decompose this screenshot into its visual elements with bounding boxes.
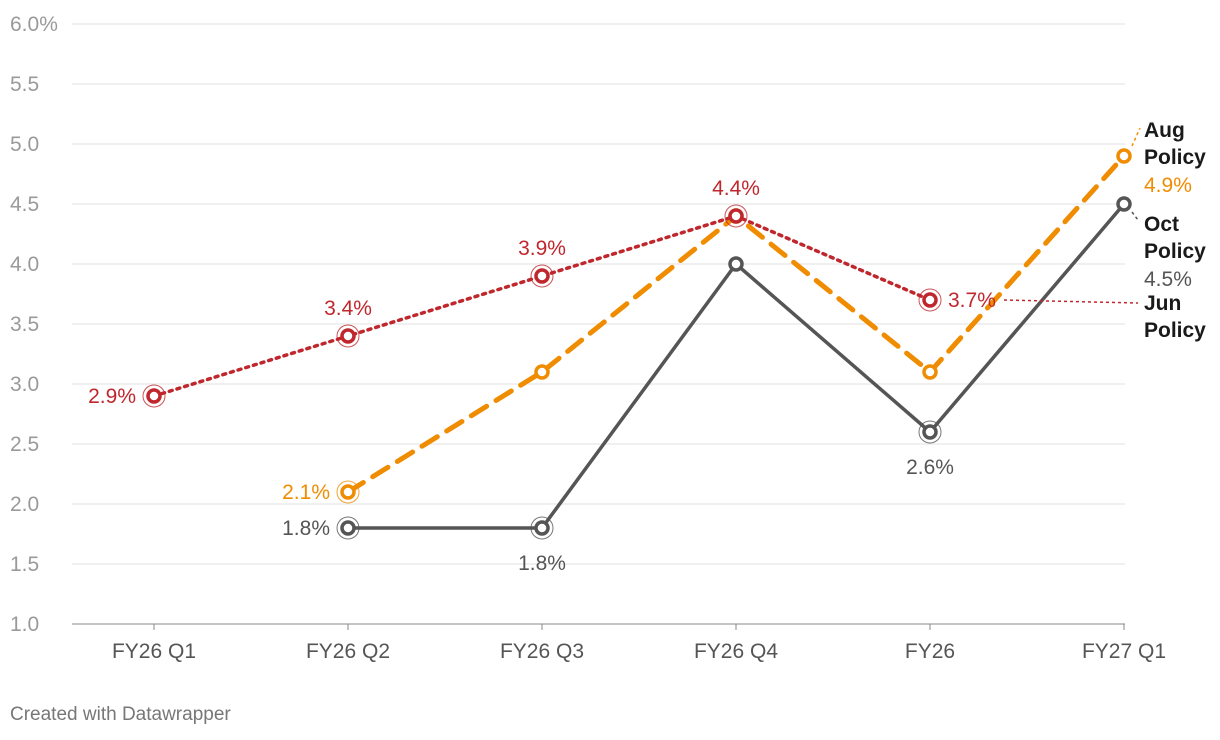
jun-policy-point-halo xyxy=(918,288,942,312)
oct-policy-point-halo xyxy=(918,420,942,444)
aug-policy-point-halo xyxy=(336,480,360,504)
oct-policy-point xyxy=(922,424,938,440)
y-tick-label: 5.5 xyxy=(10,73,39,96)
oct-policy-data-label: 1.8% xyxy=(282,517,330,540)
oct-policy-legend-line-2: Policy xyxy=(1144,240,1206,263)
oct-policy-point-halo xyxy=(336,516,360,540)
x-tick-label: FY26 Q4 xyxy=(694,640,778,663)
grid: 1.0 1.5 2.0 2.5 3.0 3.5 4.0 4.5 5.0 5.5 6.0% xyxy=(10,13,1125,636)
aug-policy-point xyxy=(340,484,356,500)
series-lines xyxy=(152,153,1127,530)
jun-policy-legend-connector xyxy=(1003,299,1139,304)
jun-policy-line xyxy=(152,214,932,398)
oct-policy-point-halo xyxy=(530,516,554,540)
aug-policy-point xyxy=(922,364,938,380)
jun-policy-point xyxy=(922,292,938,308)
jun-policy-point-halo xyxy=(336,324,360,348)
jun-policy-point-halo xyxy=(724,204,748,228)
jun-policy-data-label: 3.7% xyxy=(948,289,996,312)
aug-policy-data-label: 4.9% xyxy=(1144,174,1192,197)
y-tick-label: 3.0 xyxy=(10,373,39,396)
oct-policy-point xyxy=(534,520,550,536)
jun-policy-point-halo xyxy=(142,384,166,408)
oct-policy-point xyxy=(728,256,744,272)
x-tick-label: FY26 Q2 xyxy=(306,640,390,663)
credit-text: Created with Datawrapper xyxy=(10,704,231,725)
jun-policy-data-label: 3.4% xyxy=(324,297,372,320)
data-labels: 1.8% 1.8% 2.6% 2.1% 2.9% 3.4% 3.9% 4.4% 3.7% xyxy=(88,177,996,575)
aug-policy-point xyxy=(534,364,550,380)
jun-policy-point-halo xyxy=(530,264,554,288)
series-legend: Aug Policy 4.9% Oct Policy 4.5%Jun Policy xyxy=(1003,119,1206,342)
y-tick-label: 3.5 xyxy=(10,313,39,336)
jun-policy-data-label: 2.9% xyxy=(88,385,136,408)
y-tick-label: 6.0% xyxy=(10,13,58,36)
oct-policy-data-label: 4.5% xyxy=(1144,268,1192,291)
x-tick-label: FY26 Q1 xyxy=(112,640,196,663)
x-tick-label: FY27 Q1 xyxy=(1082,640,1166,663)
oct-policy-data-label: 2.6% xyxy=(906,456,954,479)
x-tick-label: FY26 Q3 xyxy=(500,640,584,663)
series-points xyxy=(142,148,1132,540)
aug-policy-legend-line-2: Policy xyxy=(1144,146,1206,169)
line-chart: 1.0 1.5 2.0 2.5 3.0 3.5 4.0 4.5 5.0 5.5 6.0% FY26 … xyxy=(10,13,1206,663)
y-tick-label: 1.5 xyxy=(10,553,39,576)
y-tick-label: 2.0 xyxy=(10,493,39,516)
aug-policy-legend-line-1: Aug xyxy=(1144,119,1185,142)
jun-policy-point xyxy=(340,328,356,344)
jun-policy-data-label: 4.4% xyxy=(712,177,760,200)
jun-policy-point xyxy=(534,268,550,284)
aug-policy-point xyxy=(1116,148,1132,164)
aug-policy-legend-connector xyxy=(1131,127,1141,147)
y-tick-label: 4.0 xyxy=(10,253,39,276)
oct-policy-legend-connector xyxy=(1131,211,1139,221)
jun-policy-point xyxy=(728,208,744,224)
oct-policy-point xyxy=(340,520,356,536)
jun-policy-legend-line-2: Policy xyxy=(1144,319,1206,342)
y-tick-label: 5.0 xyxy=(10,133,39,156)
jun-policy-data-label: 3.9% xyxy=(518,237,566,260)
y-tick-label: 1.0 xyxy=(10,613,39,636)
jun-policy-legend-line-1: Jun xyxy=(1144,292,1181,315)
jun-policy-point xyxy=(146,388,162,404)
x-axis: FY26 Q1 FY26 Q2 FY26 Q3 FY26 Q4 FY26 FY27 Q1 xyxy=(112,624,1166,663)
oct-policy-line xyxy=(346,202,1126,530)
y-tick-label: 4.5 xyxy=(10,193,39,216)
aug-policy-data-label: 2.1% xyxy=(282,481,330,504)
oct-policy-point xyxy=(1116,196,1132,212)
y-tick-label: 2.5 xyxy=(10,433,39,456)
oct-policy-legend-line-1: Oct xyxy=(1144,213,1179,236)
x-tick-label: FY26 xyxy=(905,640,955,663)
oct-policy-data-label: 1.8% xyxy=(518,552,566,575)
